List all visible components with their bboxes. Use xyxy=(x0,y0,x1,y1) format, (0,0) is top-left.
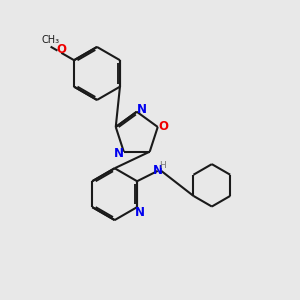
Text: CH₃: CH₃ xyxy=(41,35,60,45)
Text: N: N xyxy=(137,103,147,116)
Text: N: N xyxy=(153,164,163,177)
Text: H: H xyxy=(159,161,166,170)
Text: N: N xyxy=(113,147,124,160)
Text: N: N xyxy=(135,206,145,219)
Text: O: O xyxy=(56,43,66,56)
Text: O: O xyxy=(158,121,168,134)
